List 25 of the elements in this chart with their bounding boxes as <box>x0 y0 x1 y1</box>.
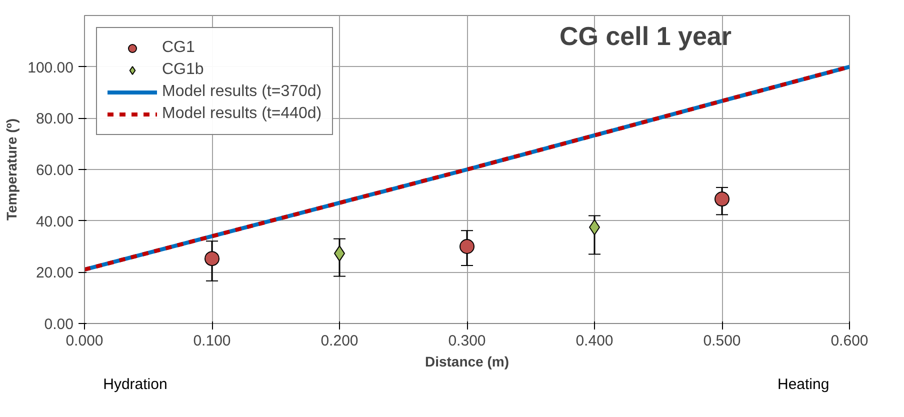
x-tick-label: 0.100 <box>193 332 231 350</box>
text: Heating <box>777 376 830 393</box>
text: Hydration <box>103 376 168 393</box>
legend-label: CG1 <box>162 39 195 57</box>
x-tick-label: 0.300 <box>448 332 486 350</box>
y-tick-label: 100.00 <box>28 59 74 76</box>
legend-label: Model results (t=370d) <box>162 83 322 101</box>
y-tick-label: 40.00 <box>36 213 74 230</box>
x-axis-title: Distance (m) <box>424 354 510 370</box>
point <box>204 251 220 266</box>
x-tick-label: 0.500 <box>703 332 741 350</box>
y-tick-label: 80.00 <box>36 110 74 128</box>
legend-label: CG1b <box>162 61 204 79</box>
legend-label: Model results (t=440d) <box>162 105 322 123</box>
x-tick-label: 0.000 <box>66 332 104 350</box>
x-tick-label: 0.400 <box>576 332 614 350</box>
x-tick-label: 0.200 <box>320 332 358 350</box>
point <box>460 239 474 254</box>
x-tick-label: 0.600 <box>830 332 868 350</box>
y-tick-label: 60.00 <box>36 162 74 179</box>
chart-title: CG cell 1 year <box>560 21 732 52</box>
y-tick-label: 0.00 <box>44 316 74 333</box>
point <box>714 192 730 207</box>
y-tick-label: 20.00 <box>36 264 74 282</box>
y-axis-title: Temperature (º) <box>4 118 20 221</box>
